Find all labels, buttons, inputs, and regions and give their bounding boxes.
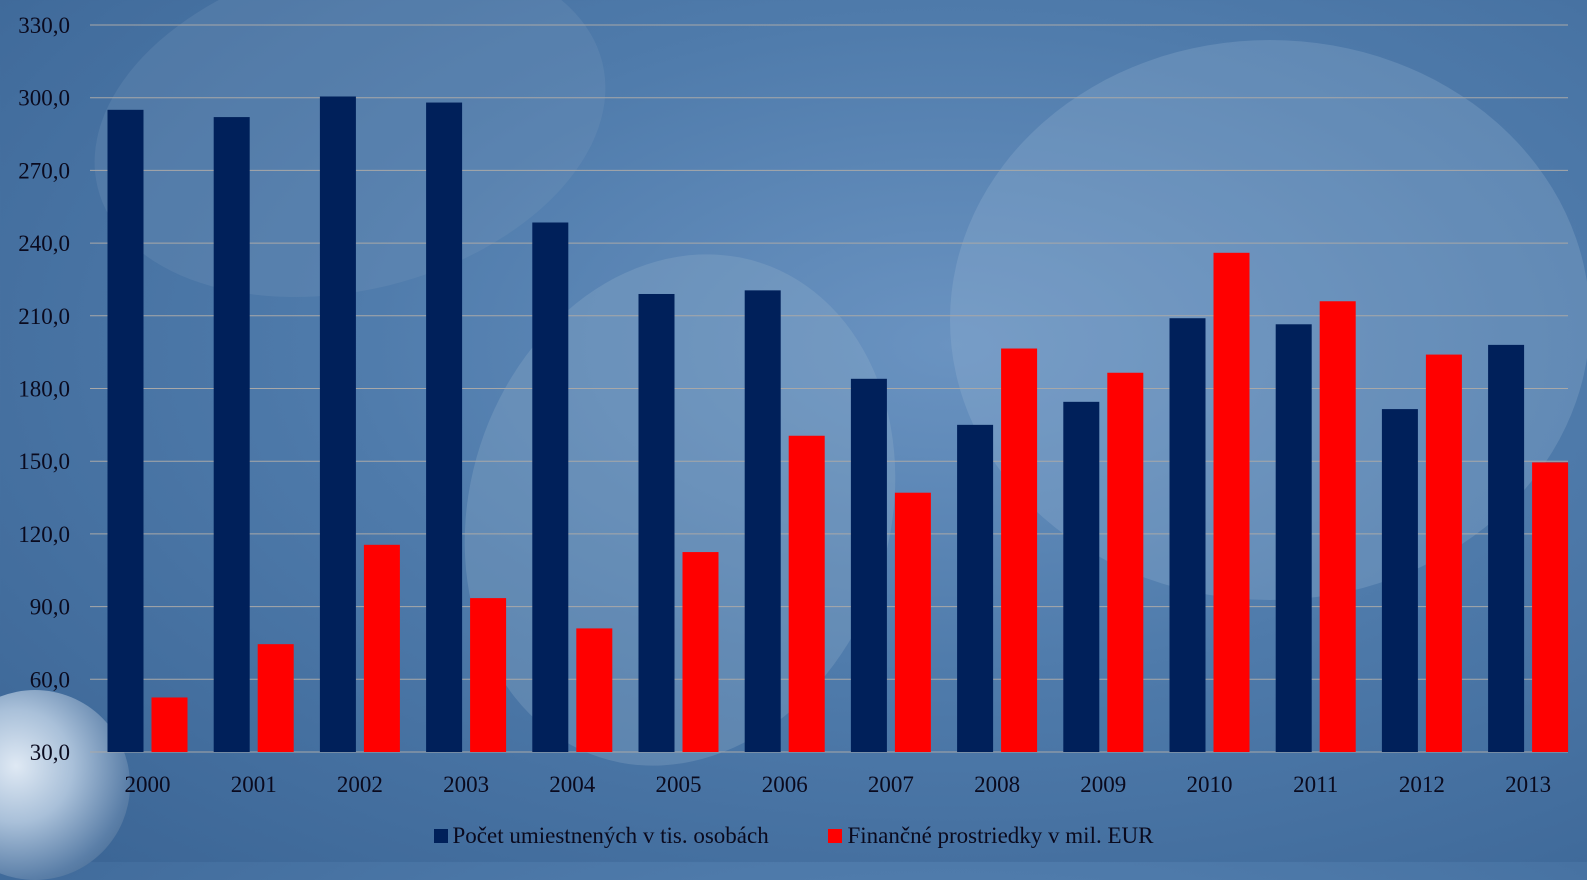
background-map-shape [950, 40, 1587, 600]
bar-series-0 [1488, 344, 1525, 752]
chart-legend: Počet umiestnených v tis. osobách Finanč… [0, 823, 1587, 849]
bar-series-0 [1275, 324, 1312, 752]
x-tick-label: 2006 [762, 772, 808, 797]
x-tick-label: 2003 [443, 772, 489, 797]
y-tick-label: 120,0 [18, 522, 70, 547]
bar-series-0 [957, 424, 994, 752]
bar-series-1 [363, 544, 400, 752]
legend-swatch-series-1 [828, 829, 843, 843]
bar-series-1 [682, 552, 719, 752]
x-tick-label: 2008 [974, 772, 1020, 797]
bar-series-1 [576, 628, 613, 752]
legend-item-series-1: Finančné prostriedky v mil. EUR [828, 823, 1153, 849]
bar-series-1 [257, 644, 294, 752]
y-tick-label: 180,0 [18, 377, 70, 402]
bar-series-0 [638, 293, 675, 752]
bar-series-0 [532, 222, 569, 753]
y-tick-label: 150,0 [18, 449, 70, 474]
bar-series-1 [470, 598, 507, 752]
bar-series-1 [1213, 252, 1250, 752]
bar-series-0 [213, 117, 250, 752]
y-tick-label: 240,0 [18, 231, 70, 256]
bar-series-0 [1063, 401, 1100, 752]
x-tick-label: 2007 [868, 772, 914, 797]
x-tick-label: 2012 [1399, 772, 1445, 797]
x-tick-label: 2013 [1505, 772, 1551, 797]
y-tick-label: 270,0 [18, 158, 70, 183]
bar-series-1 [151, 697, 188, 752]
legend-swatch-series-0 [433, 829, 448, 843]
y-tick-label: 30,0 [30, 740, 70, 765]
legend-label-series-0: Počet umiestnených v tis. osobách [452, 823, 769, 848]
bar-series-0 [107, 109, 144, 753]
bar-series-0 [744, 290, 781, 752]
x-tick-label: 2011 [1293, 772, 1338, 797]
bar-series-0 [1381, 409, 1418, 752]
bar-series-1 [788, 435, 825, 752]
bar-series-1 [1001, 348, 1038, 752]
x-tick-label: 2004 [549, 772, 596, 797]
y-tick-label: 330,0 [18, 13, 70, 38]
y-tick-label: 300,0 [18, 86, 70, 111]
x-tick-label: 2000 [125, 772, 171, 797]
bar-series-0 [850, 378, 887, 752]
bar-series-1 [1319, 301, 1356, 752]
legend-label-series-1: Finančné prostriedky v mil. EUR [847, 823, 1154, 848]
bar-series-1 [1425, 354, 1462, 752]
x-tick-label: 2002 [337, 772, 383, 797]
bar-series-1 [1532, 462, 1569, 752]
bar-series-1 [1107, 372, 1144, 752]
legend-item-series-0: Počet umiestnených v tis. osobách [433, 823, 769, 849]
x-tick-label: 2001 [231, 772, 277, 797]
x-tick-label: 2010 [1187, 772, 1233, 797]
y-tick-label: 210,0 [18, 304, 70, 329]
y-tick-label: 90,0 [30, 595, 70, 620]
y-tick-label: 60,0 [30, 667, 70, 692]
x-tick-label: 2009 [1080, 772, 1126, 797]
bar-series-0 [426, 102, 463, 752]
bar-chart: 30,0 60,0 90,0 120,0 150,0 180,0 210,0 240,0 270… [18, 13, 1569, 797]
bar-series-0 [1169, 318, 1206, 752]
bar-series-0 [319, 96, 356, 752]
x-tick-label: 2005 [656, 772, 702, 797]
bar-series-1 [894, 492, 931, 752]
